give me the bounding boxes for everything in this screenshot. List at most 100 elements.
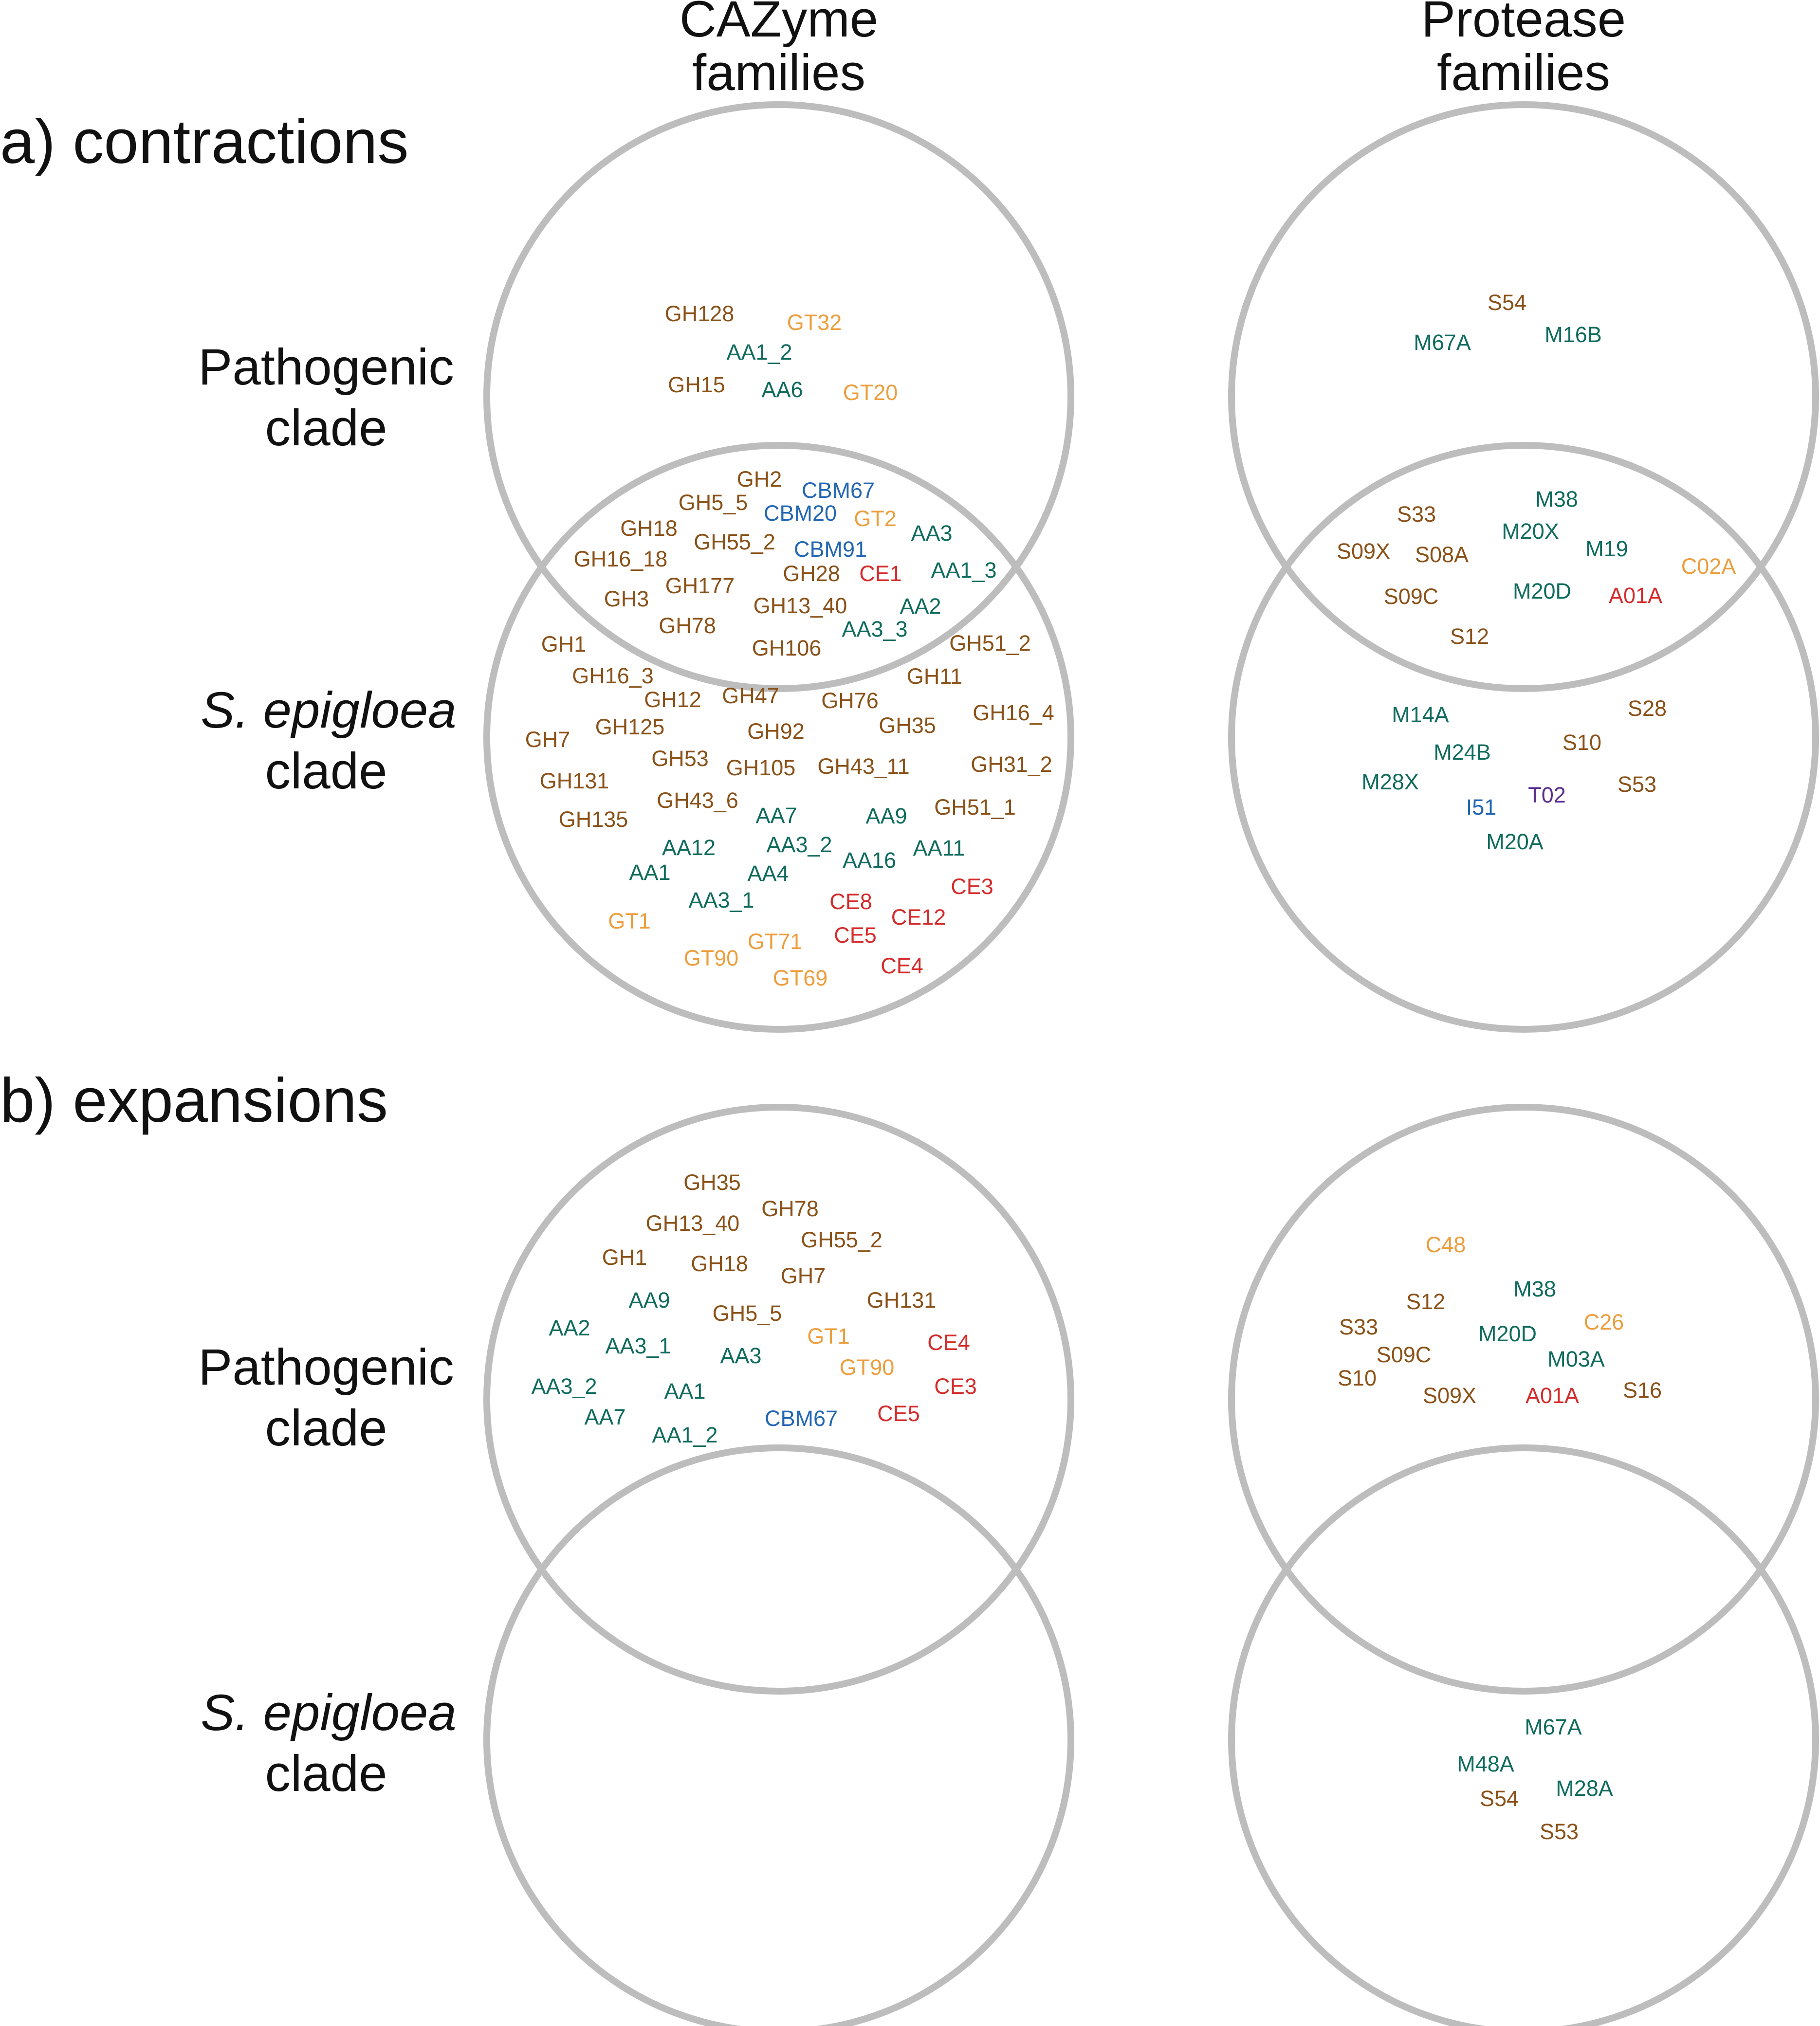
family-label-a-protease-i51: I51: [1466, 795, 1497, 820]
family-label-a-cazyme-aa6: AA6: [761, 377, 803, 402]
family-label-b-cazyme-aa7: AA7: [584, 1405, 625, 1429]
family-label-b-protease-s54: S54: [1480, 1786, 1519, 1811]
family-label-a-protease-m20a: M20A: [1486, 829, 1544, 854]
family-label-a-protease-m20x: M20X: [1502, 519, 1559, 544]
family-label-a-cazyme-gh16-3: GH16_3: [572, 663, 654, 688]
row-label-epigloea-b-line2: clade: [265, 1745, 387, 1802]
family-label-b-cazyme-gh13-40: GH13_40: [646, 1211, 740, 1236]
family-label-a-cazyme-gh51-1: GH51_1: [934, 795, 1016, 820]
family-label-a-protease-m16b: M16B: [1544, 322, 1602, 347]
row-label-pathogenic-b-line2: clade: [265, 1400, 387, 1457]
family-label-a-cazyme-aa7: AA7: [755, 803, 797, 828]
family-label-a-protease-s54: S54: [1488, 290, 1526, 315]
family-label-a-cazyme-gh78: GH78: [659, 613, 716, 638]
family-label-b-cazyme-ce3: CE3: [934, 1374, 977, 1399]
family-label-a-protease-m38: M38: [1535, 487, 1578, 511]
family-label-a-cazyme-aa4: AA4: [747, 861, 789, 886]
family-label-a-cazyme-gh16-18: GH16_18: [574, 547, 668, 571]
venn-circle-a-protease-pathogenic: [1228, 101, 1819, 692]
family-label-b-protease-c26: C26: [1584, 1310, 1624, 1334]
family-label-b-protease-m03a: M03A: [1547, 1347, 1605, 1371]
family-label-a-cazyme-gh106: GH106: [752, 636, 822, 660]
family-label-a-cazyme-gh7: GH7: [525, 727, 570, 752]
family-label-a-cazyme-gh13-40: GH13_40: [754, 593, 847, 618]
family-label-a-cazyme-cbm20: CBM20: [764, 501, 837, 526]
family-label-b-cazyme-gh1: GH1: [602, 1245, 647, 1270]
family-label-a-cazyme-cbm91: CBM91: [794, 537, 867, 562]
family-label-b-protease-m28a: M28A: [1556, 1776, 1613, 1801]
family-label-a-cazyme-gh135: GH135: [559, 807, 628, 832]
family-label-b-cazyme-cbm67: CBM67: [765, 1406, 838, 1431]
family-label-b-cazyme-aa9: AA9: [628, 1288, 670, 1313]
family-label-a-cazyme-ce8: CE8: [829, 889, 872, 914]
family-label-a-cazyme-ce12: CE12: [891, 905, 946, 930]
protease-header-line2: families: [1437, 44, 1610, 101]
family-label-a-cazyme-gh1: GH1: [541, 632, 587, 657]
family-label-b-protease-c48: C48: [1426, 1232, 1466, 1257]
family-label-a-cazyme-gt20: GT20: [843, 380, 898, 405]
family-label-a-cazyme-cbm67: CBM67: [802, 478, 875, 503]
row-label-pathogenic-b-line1: Pathogenic: [198, 1339, 454, 1396]
family-label-a-protease-s33: S33: [1397, 502, 1436, 527]
family-label-b-cazyme-gt1: GT1: [807, 1324, 850, 1349]
family-label-a-protease-s53: S53: [1618, 772, 1656, 797]
family-label-a-cazyme-gh2: GH2: [737, 467, 782, 492]
family-label-b-protease-s09x: S09X: [1423, 1383, 1476, 1408]
family-label-b-cazyme-gh35: GH35: [683, 1170, 741, 1195]
section-label-contractions: a) contractions: [0, 107, 409, 177]
venn-circle-a-cazyme-pathogenic: [483, 101, 1074, 692]
family-label-a-cazyme-gh12: GH12: [644, 687, 701, 712]
family-label-a-protease-s08a: S08A: [1415, 542, 1469, 567]
family-label-a-cazyme-aa1-2: AA1_2: [726, 340, 792, 365]
family-label-a-cazyme-gh43-6: GH43_6: [657, 788, 738, 813]
family-label-a-cazyme-gh5-5: GH5_5: [679, 490, 748, 515]
family-label-b-protease-m38: M38: [1513, 1277, 1556, 1301]
family-label-a-protease-m24b: M24B: [1434, 740, 1491, 765]
family-label-a-cazyme-aa11: AA11: [913, 836, 965, 860]
family-label-a-cazyme-gh131: GH131: [540, 768, 609, 793]
family-label-b-protease-a01a: A01A: [1526, 1383, 1579, 1408]
family-label-a-cazyme-aa16: AA16: [843, 848, 896, 873]
family-label-b-cazyme-gh78: GH78: [761, 1196, 819, 1221]
family-label-b-cazyme-gh7: GH7: [781, 1263, 826, 1288]
family-label-b-protease-s33: S33: [1339, 1314, 1378, 1339]
family-label-a-protease-c02a: C02A: [1681, 554, 1736, 579]
protease-header-line1: Protease: [1421, 0, 1626, 48]
cazyme-header-line1: CAZyme: [680, 0, 878, 48]
family-label-a-cazyme-gt90: GT90: [684, 946, 739, 970]
family-label-a-cazyme-ce5: CE5: [834, 923, 877, 948]
venn-circle-b-cazyme-pathogenic: [483, 1104, 1074, 1695]
family-label-a-protease-s28: S28: [1628, 696, 1667, 721]
family-label-a-cazyme-gh177: GH177: [665, 573, 735, 598]
family-label-b-protease-m48a: M48A: [1457, 1752, 1514, 1776]
family-label-a-cazyme-gh35: GH35: [879, 713, 936, 738]
family-label-a-cazyme-aa9: AA9: [865, 803, 907, 828]
venn-circle-b-protease-pathogenic: [1228, 1104, 1819, 1695]
family-label-b-protease-s09c: S09C: [1377, 1342, 1432, 1367]
family-label-a-cazyme-gh15: GH15: [668, 372, 725, 397]
row-label-epigloea-b-line1: S. epigloea: [201, 1684, 456, 1741]
family-label-a-protease-m19: M19: [1585, 536, 1628, 561]
family-label-b-cazyme-aa1: AA1: [664, 1379, 705, 1404]
family-label-a-cazyme-gh92: GH92: [747, 719, 805, 744]
family-label-b-cazyme-gh55-2: GH55_2: [801, 1227, 882, 1252]
family-label-b-protease-m67a: M67A: [1525, 1715, 1582, 1739]
cazyme-header-line2: families: [692, 44, 865, 101]
family-label-a-cazyme-gh128: GH128: [665, 301, 735, 326]
family-label-a-cazyme-gh28: GH28: [783, 561, 840, 586]
venn-circle-b-protease-epigloea: [1228, 1444, 1819, 2026]
family-label-a-cazyme-aa2: AA2: [900, 594, 941, 619]
family-label-b-cazyme-aa2: AA2: [549, 1315, 590, 1340]
family-label-a-cazyme-gt69: GT69: [773, 966, 828, 990]
family-label-a-cazyme-gh18: GH18: [620, 516, 678, 541]
family-label-a-cazyme-aa3: AA3: [911, 521, 952, 546]
venn-circle-b-cazyme-epigloea: [483, 1444, 1074, 2026]
family-label-a-cazyme-gh43-11: GH43_11: [817, 754, 909, 779]
family-label-a-protease-a01a: A01A: [1609, 583, 1662, 608]
family-label-a-protease-m14a: M14A: [1392, 702, 1449, 727]
venn-circle-a-cazyme-epigloea: [483, 442, 1074, 1033]
family-label-a-cazyme-gh47: GH47: [722, 683, 779, 708]
family-label-b-protease-s10: S10: [1338, 1366, 1377, 1390]
family-label-a-cazyme-ce4: CE4: [881, 953, 923, 978]
